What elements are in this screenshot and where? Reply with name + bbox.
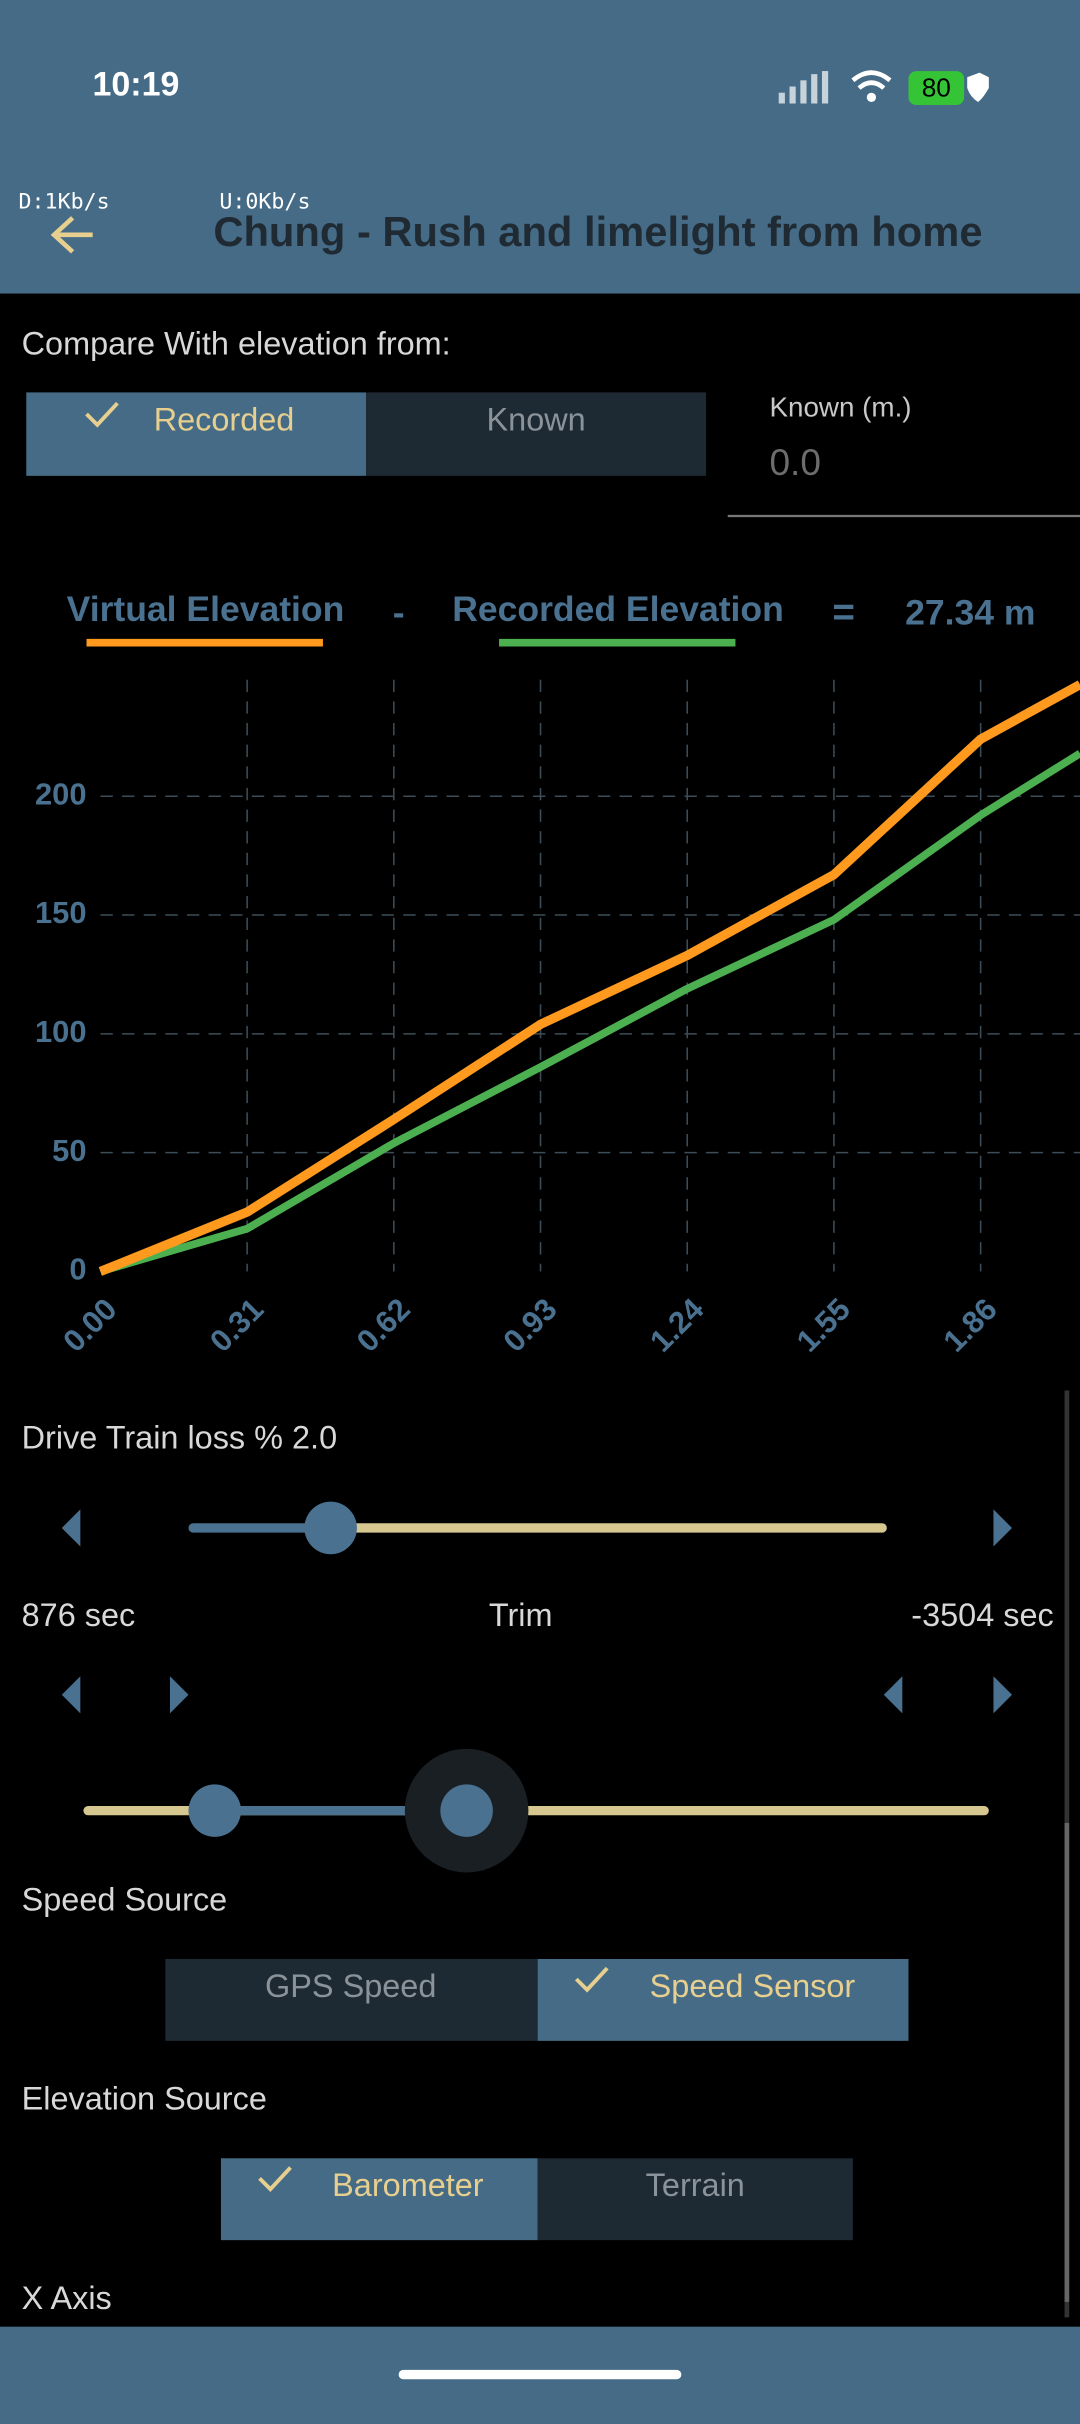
result: 27.34 m [905,592,1035,632]
app-bar [0,0,1080,294]
download-speed: D:1Kb/s [19,189,110,214]
home-indicator[interactable] [398,2369,682,2380]
y-tick-label: 50 [52,1133,86,1168]
section-label: X Axis [22,2280,112,2316]
segment-label: Speed Sensor [650,1968,856,2004]
legend-label: Virtual Elevation [67,589,345,629]
segment-label: Terrain [646,2167,745,2203]
y-tick-label: 0 [69,1252,86,1287]
x-tick-label: 0.93 [496,1291,563,1358]
trim-buttons[interactable] [61,1676,1013,1714]
trim-label: Trim [489,1597,553,1633]
segment-label: Barometer [332,2167,484,2203]
segment-label: GPS Speed [265,1968,436,2004]
battery [908,71,965,106]
trim-start: 876 sec [22,1597,136,1633]
x-tick-label: 1.24 [643,1291,710,1358]
signal-icon [778,71,829,104]
segment-selected[interactable] [220,2158,538,2241]
y-tick-label: 100 [35,1014,87,1049]
legend-operator: - [393,592,405,632]
segment-label: Recorded [154,401,295,437]
screen-title: Chung - Rush and limelight from home [213,208,982,255]
upload-speed: U:0Kb/s [219,189,310,214]
status-time: 10:19 [93,65,180,103]
slider-thumb[interactable] [304,1501,357,1555]
y-tick-label: 200 [35,776,87,811]
x-tick-label: 0.00 [56,1291,123,1358]
legend-operator: = [832,591,855,634]
check-icon [85,401,119,428]
wifi-dot [866,92,877,102]
segment[interactable] [165,1958,538,2041]
x-tick-label: 0.31 [203,1291,270,1358]
section-label: Compare With elevation from: [22,326,451,362]
battery-level: 80 [922,73,951,103]
x-tick-label: 1.86 [936,1291,1003,1358]
segment[interactable] [366,392,707,476]
legend-label: Recorded Elevation [452,589,784,629]
x-tick-label: 0.62 [350,1291,417,1358]
increment-button[interactable] [993,1509,1013,1547]
input-label: Known (m.) [769,392,911,423]
wifi-icon [851,70,892,90]
scrollbar-thumb [1064,1823,1070,2302]
data-line [98,680,1080,1276]
segment-selected[interactable] [537,1958,909,2041]
x-tick-label: 1.55 [790,1291,857,1358]
range-thumb[interactable] [188,1784,242,1837]
check-icon [574,1966,609,1993]
y-tick-label: 150 [35,895,87,930]
range-thumb[interactable] [440,1784,493,1837]
slider-label: Drive Train loss % 2.0 [22,1419,337,1455]
decrement-button[interactable] [61,1509,81,1547]
shield-icon [967,72,989,102]
trim-end: -3504 sec [911,1597,1053,1633]
segment[interactable] [537,2158,853,2241]
back-button[interactable] [50,216,93,254]
input-placeholder[interactable]: 0.0 [769,441,821,483]
segment-selected[interactable] [26,392,367,476]
data-line [99,750,1080,1276]
section-label: Elevation Source [22,2081,267,2117]
chart: 0 50 100 150 200 0.00 0.31 0.62 0.93 1.24 1.55 1.86 [35,638,1080,1359]
section-label: Speed Source [22,1881,228,1917]
segment-label: Known [487,401,586,437]
check-icon [258,2166,292,2192]
